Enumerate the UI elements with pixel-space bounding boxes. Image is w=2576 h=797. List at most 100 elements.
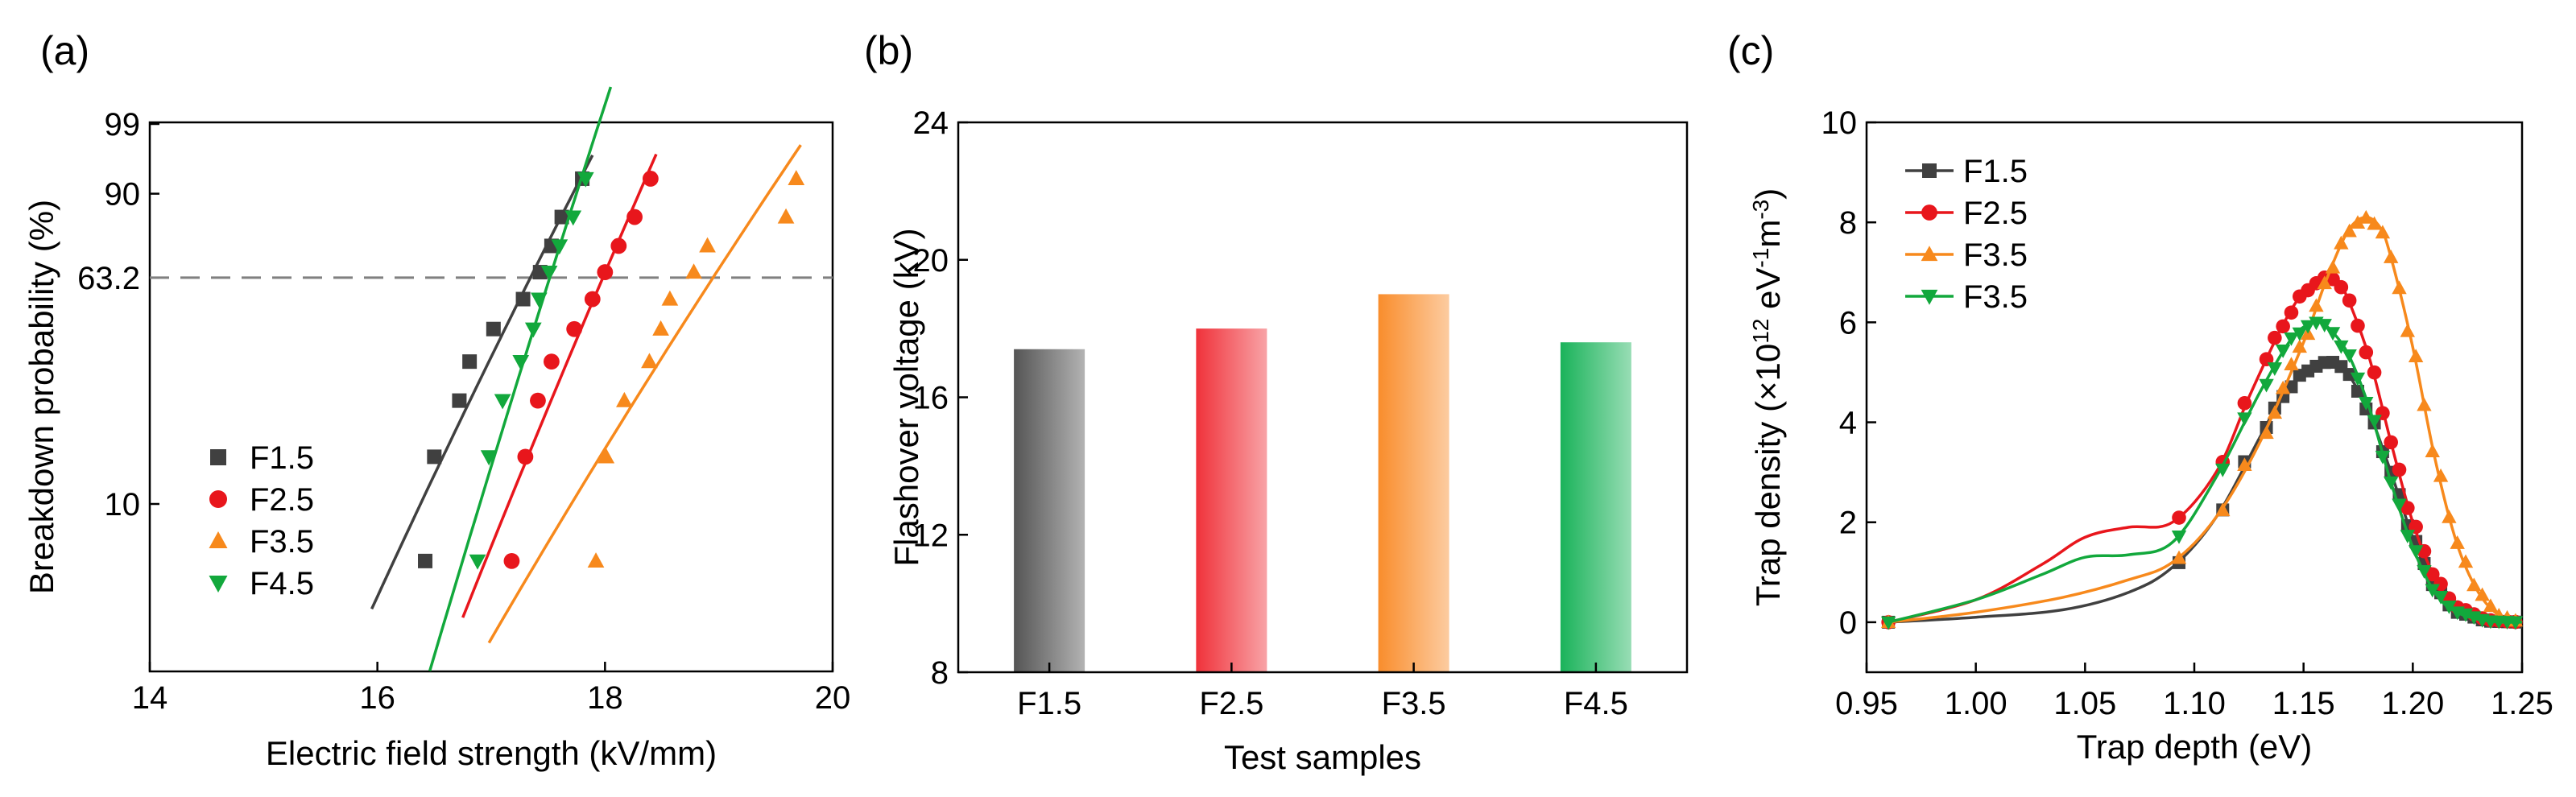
panel-c-marker-3: [2300, 320, 2316, 334]
panel-c-marker-1: [2392, 462, 2407, 477]
panel-a-point-F4.5: [564, 210, 582, 226]
panel-c-marker-2: [2442, 510, 2457, 523]
panel-a-y-axis-title: Breakdown probability (%): [23, 200, 60, 594]
panel-a-point-F1.5: [515, 291, 531, 307]
panel-b-x-tick-label: F2.5: [1199, 686, 1263, 721]
panel-a-point-F4.5: [551, 239, 569, 255]
panel-c-marker-3: [2325, 327, 2341, 341]
panel-c-marker-2: [2400, 323, 2416, 337]
panel-a-legend-label-F1.5: F1.5: [250, 440, 314, 476]
panel-a-point-F4.5: [480, 450, 498, 466]
panel-a-label: (a): [40, 28, 89, 73]
panel-b-bar-F2.5: [1196, 328, 1267, 672]
panel-c-legend-label-3: F3.5: [1963, 279, 2028, 315]
panel-c-marker-1: [2400, 501, 2415, 515]
panel-b-y-tick-label: 16: [913, 381, 949, 416]
panel-b-y-axis-title: Flashover voltage (kV): [887, 228, 925, 566]
panel-b-x-tick-label: F1.5: [1017, 686, 1081, 721]
panel-c-marker-3: [2350, 372, 2366, 386]
panel-a-point-F4.5: [540, 265, 558, 281]
panel-c-marker-3: [2400, 530, 2416, 543]
panel-b-x-tick-label: F4.5: [1564, 686, 1628, 721]
panel-c-marker-1: [2268, 330, 2282, 345]
panel-a-point-F2.5: [566, 320, 583, 337]
panel-a-point-F2.5: [642, 171, 659, 187]
panel-a-x-axis-title: Electric field strength (kV/mm): [266, 734, 717, 772]
panel-c-y-tick-label: 0: [1839, 605, 1857, 641]
panel-c-y-tick-label: 10: [1821, 105, 1858, 141]
panel-c-marker-1: [2284, 305, 2299, 320]
panel-c-marker-1: [2425, 567, 2440, 582]
panel-c-marker-2: [2350, 215, 2366, 229]
panel-c-y-tick-label: 6: [1839, 305, 1857, 341]
panel-c-x-tick-label: 1.05: [2053, 686, 2116, 721]
panel-a-plot-frame: [148, 121, 834, 673]
panel-a-legend-marker-F1.5: [210, 449, 226, 465]
panel-c-marker-2: [2359, 209, 2374, 224]
panel-a-point-F2.5: [544, 353, 560, 370]
panel-a-fit-line-F4.5: [428, 86, 613, 671]
panel-c-y-tick-label: 8: [1839, 205, 1857, 241]
panel-c-y-axis-title-part: eV: [1749, 268, 1787, 319]
panel-a-legend-marker-F3.5: [209, 531, 228, 548]
panel-a-legend-label-F3.5: F3.5: [250, 524, 314, 560]
panel-a-point-F3.5: [685, 263, 702, 279]
panel-c-marker-3: [2417, 564, 2432, 579]
panel-c-x-tick-label: 0.95: [1835, 686, 1898, 721]
panel-c-marker-2: [2284, 357, 2299, 371]
panel-c-marker-3: [2433, 590, 2449, 605]
panel-a-point-F2.5: [503, 552, 520, 569]
panel-c-marker-2: [2417, 397, 2432, 411]
panel-a-fit-line-F3.5: [487, 144, 802, 644]
panel-b-x-tick-label: F3.5: [1382, 686, 1446, 721]
panel-c-marker-2: [2275, 380, 2291, 394]
panel-c-marker-3: [2408, 545, 2424, 560]
panel-a-point-F2.5: [626, 209, 643, 225]
panel-c-x-tick-label: 1.10: [2163, 686, 2226, 721]
panel-c-marker-3: [2292, 327, 2307, 341]
panel-c-marker-1: [2384, 435, 2398, 450]
panel-c-trap-density-chart: (c) 0.95 1.00 1.05 1.10 1.15 1.20 1.25 0 2 4 6 8 10 F1…: [1727, 28, 2553, 766]
panel-c-marker-2: [2292, 339, 2307, 353]
panel-c-legend-marker-2: [1921, 246, 1938, 262]
panel-c-x-axis-title: Trap depth (eV): [2077, 728, 2313, 766]
panel-a-x-tick-label: 20: [815, 680, 851, 716]
panel-a-point-F4.5: [494, 394, 511, 410]
panel-c-marker-3: [2237, 412, 2252, 427]
panel-c-y-axis-title-part: ): [1749, 188, 1787, 200]
panel-c-marker-1: [2172, 510, 2186, 525]
panel-c-marker-1: [2334, 279, 2349, 295]
panel-c-marker-2: [2425, 444, 2440, 457]
panel-a-x-tick-label: 18: [587, 680, 623, 716]
panel-b-bar-F3.5: [1378, 294, 1449, 672]
panel-c-marker-2: [2237, 457, 2252, 472]
panel-b-y-tick-label: 20: [913, 243, 949, 279]
panel-c-marker-2: [2309, 298, 2324, 312]
panel-c-marker-2: [2367, 216, 2382, 230]
panel-a-point-F1.5: [554, 209, 569, 225]
panel-a-point-F2.5: [517, 448, 534, 465]
panel-a-point-F3.5: [616, 391, 633, 407]
panel-a-point-F3.5: [597, 448, 615, 464]
panel-c-marker-3: [2442, 601, 2457, 614]
panel-c-marker-3: [2317, 319, 2332, 332]
panel-a-point-F2.5: [530, 392, 546, 409]
panel-c-marker-3: [2367, 415, 2382, 429]
panel-b-plot-frame: [957, 121, 1689, 674]
panel-c-marker-3: [2392, 498, 2407, 513]
panel-a-point-F4.5: [512, 355, 530, 370]
panel-b-bar-chart: (b) F1.5 F2.5 F3.5 F4.5 8 12 16 20 24 Test samples…: [864, 28, 1689, 776]
panel-c-marker-1: [2276, 319, 2290, 334]
panel-c-marker-2: [2408, 349, 2424, 363]
panel-a-y-tick-label: 90: [105, 177, 141, 213]
panel-a-legend-marker-F2.5: [209, 490, 227, 508]
panel-b-bar-F1.5: [1014, 349, 1085, 672]
panel-a-point-F3.5: [777, 208, 795, 224]
panel-a-weibull-chart: (a) 14 16 18 20 99 90 63.2 10 F1.5 F2.5 F3.5 F4.5 Ele…: [23, 28, 850, 772]
panel-a-point-F4.5: [524, 322, 542, 338]
panel-a-point-F3.5: [587, 552, 605, 568]
panel-c-marker-2: [2267, 405, 2283, 419]
panel-a-y-tick-label: 63.2: [77, 261, 140, 296]
panel-b-bar-F4.5: [1560, 342, 1631, 672]
